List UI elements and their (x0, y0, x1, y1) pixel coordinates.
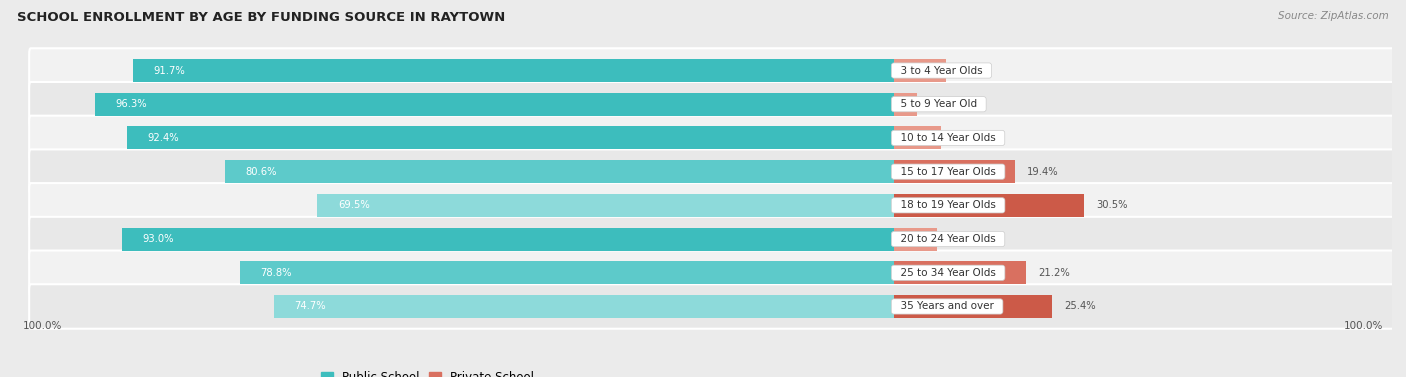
FancyBboxPatch shape (30, 116, 1396, 160)
Bar (894, 228, 938, 251)
Text: 25.4%: 25.4% (1064, 302, 1097, 311)
Text: 74.7%: 74.7% (295, 302, 326, 311)
Text: SCHOOL ENROLLMENT BY AGE BY FUNDING SOURCE IN RAYTOWN: SCHOOL ENROLLMENT BY AGE BY FUNDING SOUR… (17, 11, 505, 24)
Text: 3.7%: 3.7% (929, 99, 955, 109)
Text: 5 to 9 Year Old: 5 to 9 Year Old (894, 99, 984, 109)
Text: 80.6%: 80.6% (246, 167, 277, 177)
FancyBboxPatch shape (30, 48, 1396, 93)
Text: 25 to 34 Year Olds: 25 to 34 Year Olds (894, 268, 1002, 278)
Bar (94, 93, 894, 116)
Text: 7.0%: 7.0% (950, 234, 976, 244)
Bar (894, 261, 1026, 284)
Text: Source: ZipAtlas.com: Source: ZipAtlas.com (1278, 11, 1389, 21)
Bar (127, 126, 894, 149)
Bar (894, 126, 941, 149)
Text: 35 Years and over: 35 Years and over (894, 302, 1000, 311)
Bar (894, 295, 1052, 318)
Text: 78.8%: 78.8% (260, 268, 292, 278)
Bar (240, 261, 894, 284)
Bar (316, 194, 894, 217)
Text: 18 to 19 Year Olds: 18 to 19 Year Olds (894, 200, 1002, 210)
Legend: Public School, Private School: Public School, Private School (316, 366, 538, 377)
Text: 100.0%: 100.0% (22, 321, 62, 331)
Text: 96.3%: 96.3% (115, 99, 148, 109)
Bar (225, 160, 894, 183)
Bar (894, 59, 946, 82)
FancyBboxPatch shape (30, 251, 1396, 295)
Text: 7.6%: 7.6% (953, 133, 979, 143)
Text: 10 to 14 Year Olds: 10 to 14 Year Olds (894, 133, 1002, 143)
FancyBboxPatch shape (30, 284, 1396, 329)
Text: 21.2%: 21.2% (1039, 268, 1070, 278)
Bar (122, 228, 894, 251)
Bar (894, 160, 1015, 183)
Text: 3 to 4 Year Olds: 3 to 4 Year Olds (894, 66, 988, 75)
Text: 8.3%: 8.3% (957, 66, 983, 75)
Text: 69.5%: 69.5% (337, 200, 370, 210)
Bar (894, 93, 917, 116)
Text: 20 to 24 Year Olds: 20 to 24 Year Olds (894, 234, 1002, 244)
Text: 19.4%: 19.4% (1028, 167, 1059, 177)
FancyBboxPatch shape (30, 82, 1396, 126)
FancyBboxPatch shape (30, 217, 1396, 261)
Bar (132, 59, 894, 82)
Text: 93.0%: 93.0% (143, 234, 174, 244)
Text: 92.4%: 92.4% (148, 133, 180, 143)
FancyBboxPatch shape (30, 149, 1396, 194)
Text: 30.5%: 30.5% (1097, 200, 1128, 210)
Bar (274, 295, 894, 318)
Bar (894, 194, 1084, 217)
Text: 100.0%: 100.0% (1344, 321, 1384, 331)
FancyBboxPatch shape (30, 183, 1396, 228)
Text: 15 to 17 Year Olds: 15 to 17 Year Olds (894, 167, 1002, 177)
Text: 91.7%: 91.7% (153, 66, 186, 75)
